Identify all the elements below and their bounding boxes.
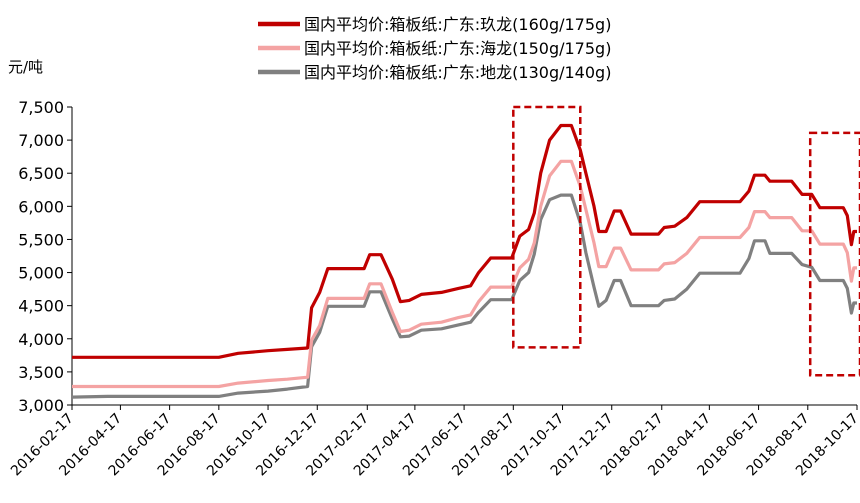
y-tick-label: 3,000: [18, 396, 64, 415]
y-axis-unit-label: 元/吨: [8, 58, 43, 76]
y-tick-label: 7,500: [18, 98, 64, 117]
legend-entry: 国内平均价:箱板纸:广东:玖龙(160g/175g): [304, 15, 611, 34]
y-tick-label: 6,500: [18, 164, 64, 183]
y-tick-label: 6,000: [18, 197, 64, 216]
y-tick-label: 4,500: [18, 297, 64, 316]
legend-entry: 国内平均价:箱板纸:广东:海龙(150g/175g): [304, 39, 611, 58]
series-line: [71, 193, 857, 399]
highlight-box: [512, 105, 582, 349]
y-tick-label: 5,000: [18, 264, 64, 283]
highlight-boxes: [512, 105, 860, 377]
series-line: [72, 123, 857, 359]
series-line: [72, 159, 857, 389]
y-axis: 3,000 3,500 4,000 4,500 5,000 5,500 6,000 6,500…: [18, 98, 73, 415]
highlight-box: [808, 131, 860, 377]
y-tick-label: 4,000: [18, 330, 64, 349]
y-tick-label: 5,500: [18, 230, 64, 249]
legend-entry: 国内平均价:箱板纸:广东:地龙(130g/140g): [304, 63, 611, 82]
y-tick-label: 7,000: [18, 131, 64, 150]
y-tick-label: 3,500: [18, 363, 64, 382]
x-axis: 2016-02-172016-04-172016-06-172016-08-17…: [8, 404, 860, 479]
plot-area: [71, 123, 857, 399]
legend: 国内平均价:箱板纸:广东:玖龙(160g/175g) 国内平均价:箱板纸:广东:海…: [258, 15, 611, 82]
